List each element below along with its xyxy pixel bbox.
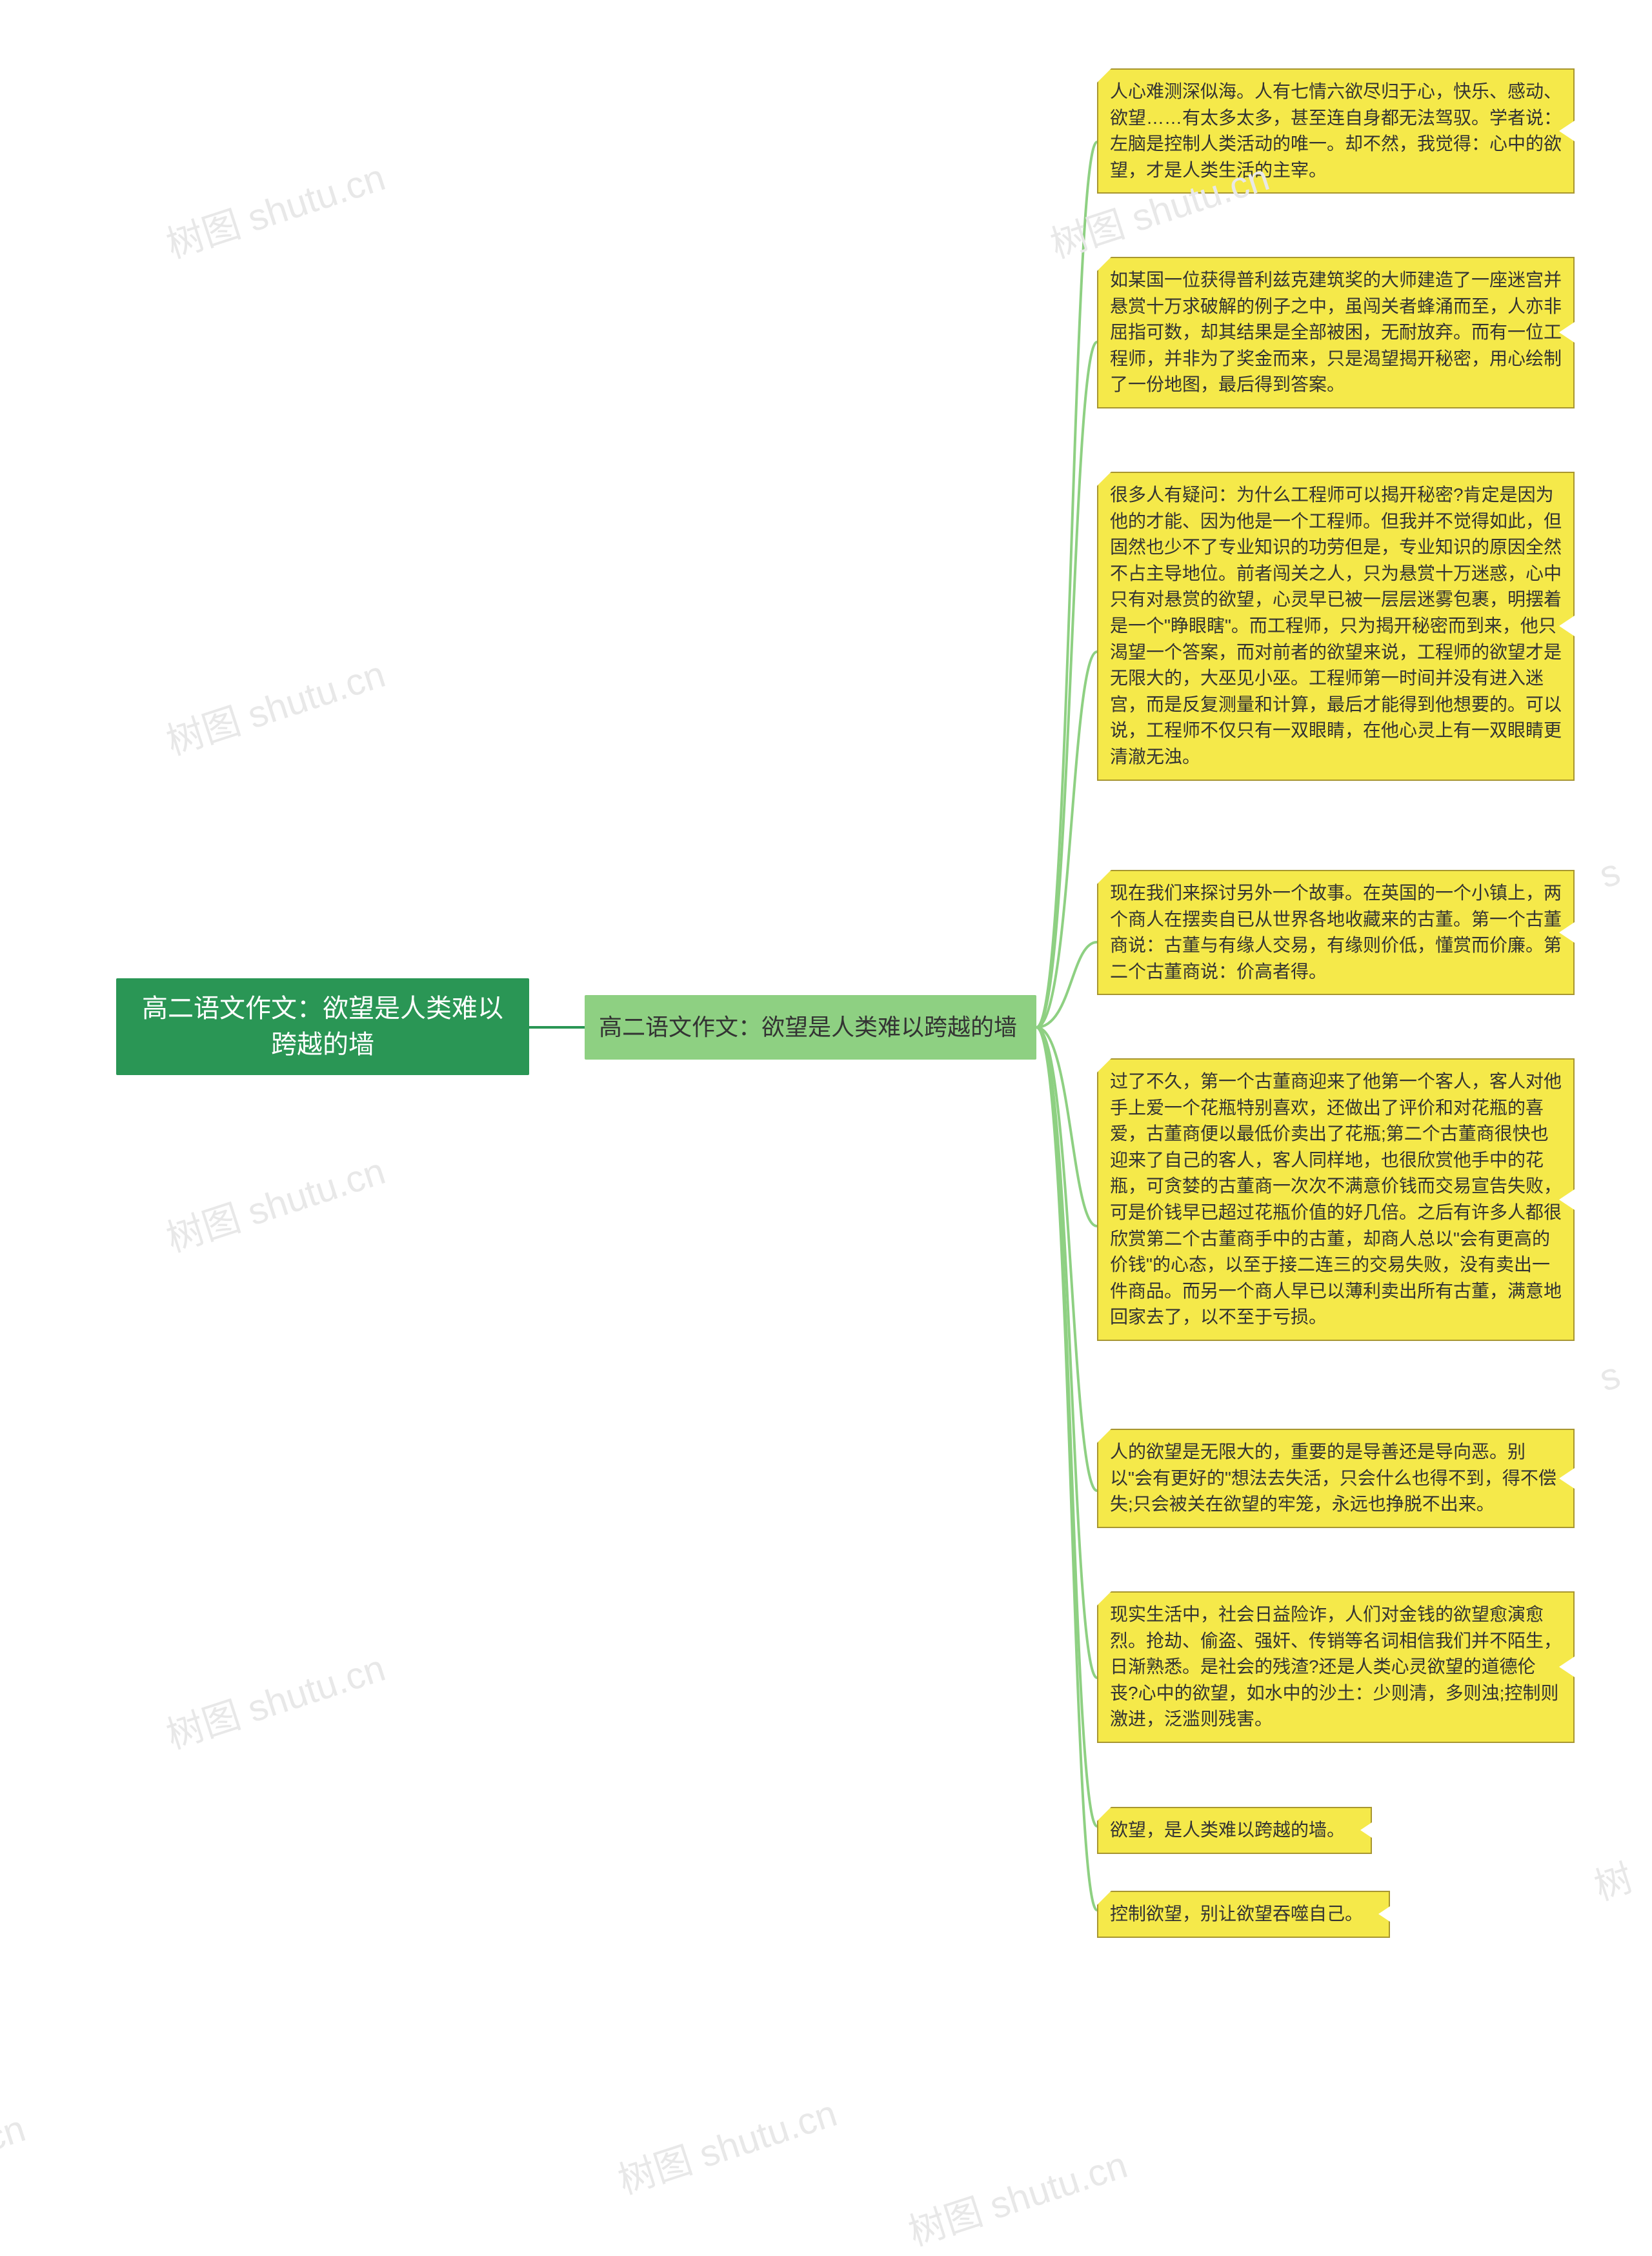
leaf-text: 现在我们来探讨另外一个故事。在英国的一个小镇上，两个商人在摆卖自已从世界各地收藏…	[1110, 883, 1562, 982]
watermark: 树图 shutu.cn	[610, 2083, 843, 2204]
mid-label: 高二语文作文：欲望是人类难以跨越的墙	[599, 1012, 1017, 1043]
leaf-text: 人心难测深似海。人有七情六欲尽归于心，快乐、感动、欲望……有太多太多，甚至连自身…	[1110, 81, 1562, 180]
leaf-node-6[interactable]: 现实生活中，社会日益险诈，人们对金钱的欲望愈演愈烈。抢劫、偷盗、强奸、传销等名词…	[1097, 1591, 1575, 1743]
leaf-node-4[interactable]: 过了不久，第一个古董商迎来了他第一个客人，客人对他手上爱一个花瓶特别喜欢，还做出…	[1097, 1058, 1575, 1341]
watermark: 树	[1586, 1848, 1638, 1911]
root-label: 高二语文作文：欲望是人类难以跨越的墙	[136, 991, 510, 1063]
watermark: s	[1594, 850, 1625, 897]
leaf-text: 现实生活中，社会日益险诈，人们对金钱的欲望愈演愈烈。抢劫、偷盗、强奸、传销等名词…	[1110, 1604, 1562, 1729]
leaf-node-5[interactable]: 人的欲望是无限大的，重要的是导善还是导向恶。别以"会有更好的"想法去失活，只会什…	[1097, 1429, 1575, 1528]
leaf-text: 控制欲望，别让欲望吞噬自己。	[1110, 1904, 1363, 1924]
leaf-node-2[interactable]: 很多人有疑问：为什么工程师可以揭开秘密?肯定是因为他的才能、因为他是一个工程师。…	[1097, 472, 1575, 781]
leaf-node-0[interactable]: 人心难测深似海。人有七情六欲尽归于心，快乐、感动、欲望……有太多太多，甚至连自身…	[1097, 68, 1575, 194]
leaf-node-8[interactable]: 控制欲望，别让欲望吞噬自己。	[1097, 1891, 1390, 1938]
leaf-node-7[interactable]: 欲望，是人类难以跨越的墙。	[1097, 1807, 1372, 1854]
leaf-text: 很多人有疑问：为什么工程师可以揭开秘密?肯定是因为他的才能、因为他是一个工程师。…	[1110, 485, 1562, 767]
mid-node[interactable]: 高二语文作文：欲望是人类难以跨越的墙	[585, 995, 1036, 1060]
leaf-text: 过了不久，第一个古董商迎来了他第一个客人，客人对他手上爱一个花瓶特别喜欢，还做出…	[1110, 1071, 1562, 1327]
watermark: 树图 shutu.cn	[159, 147, 391, 268]
root-node[interactable]: 高二语文作文：欲望是人类难以跨越的墙	[116, 978, 529, 1075]
watermark: 树图 shutu.cn	[159, 644, 391, 765]
mindmap-canvas: 高二语文作文：欲望是人类难以跨越的墙 高二语文作文：欲望是人类难以跨越的墙 人心…	[0, 0, 1652, 2228]
leaf-text: 如某国一位获得普利兹克建筑奖的大师建造了一座迷宫并悬赏十万求破解的例子之中，虽闯…	[1110, 270, 1562, 394]
watermark: s	[1594, 1353, 1625, 1400]
watermark: u.cn	[0, 2107, 30, 2170]
leaf-node-3[interactable]: 现在我们来探讨另外一个故事。在英国的一个小镇上，两个商人在摆卖自已从世界各地收藏…	[1097, 870, 1575, 995]
watermark: 树图 shutu.cn	[159, 1638, 391, 1759]
watermark: 树图 shutu.cn	[159, 1141, 391, 1262]
leaf-node-1[interactable]: 如某国一位获得普利兹克建筑奖的大师建造了一座迷宫并悬赏十万求破解的例子之中，虽闯…	[1097, 257, 1575, 408]
leaf-text: 欲望，是人类难以跨越的墙。	[1110, 1820, 1345, 1840]
leaf-text: 人的欲望是无限大的，重要的是导善还是导向恶。别以"会有更好的"想法去失活，只会什…	[1110, 1442, 1556, 1514]
watermark: 树图 shutu.cn	[901, 2135, 1133, 2256]
